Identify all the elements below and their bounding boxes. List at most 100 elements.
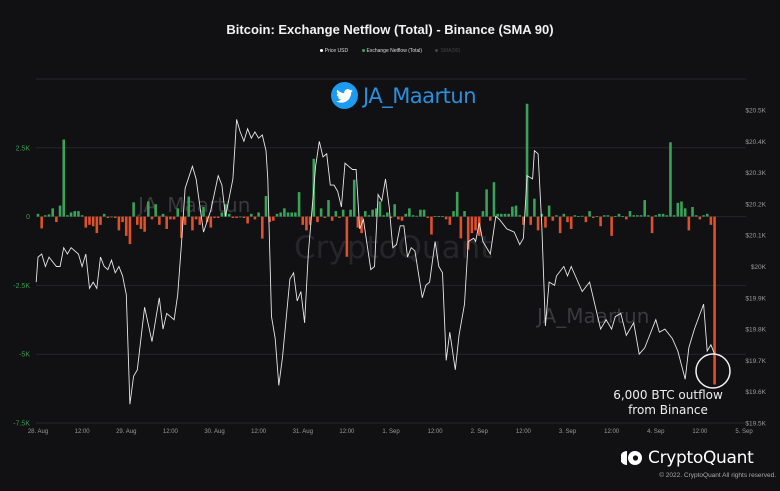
inflow-bar [47, 214, 51, 217]
outflow-bar [124, 216, 128, 236]
inflow-bar [691, 206, 694, 217]
inflow-bar [327, 200, 330, 217]
inflow-bar [540, 213, 544, 217]
inflow-bar [415, 215, 419, 217]
outflow-annotation: 6,000 BTC outflow from Binance [600, 388, 736, 418]
legend-item-netflow[interactable]: Exchange Netflow (Total) [361, 48, 422, 54]
inflow-bar [621, 216, 624, 217]
legend-item-sma[interactable]: SMA(90) [435, 48, 460, 54]
outflow-bar [121, 216, 124, 223]
inflow-bar [352, 179, 356, 217]
outflow-bar [709, 216, 713, 225]
inflow-bar [58, 205, 62, 217]
y-left-tick-label: -2.5K [13, 283, 30, 290]
annotation-line-1: 6,000 BTC outflow [613, 388, 723, 402]
outflow-bar [687, 216, 691, 231]
outflow-bar [88, 216, 91, 225]
inflow-bar [452, 211, 455, 217]
inflow-bar [588, 211, 591, 217]
outflow-bar [397, 216, 400, 220]
legend-dot-icon [319, 49, 323, 53]
inflow-bar [62, 139, 66, 217]
inflow-bar [680, 201, 683, 217]
inflow-bar [676, 202, 680, 217]
y-left-tick-label: 2.5K [16, 145, 31, 152]
inflow-bar [433, 216, 437, 217]
outflow-bar [91, 216, 95, 227]
outflow-bar [191, 216, 194, 231]
outflow-bar [231, 216, 235, 218]
x-tick-label: 1. Sep [382, 429, 400, 435]
inflow-bar [80, 215, 84, 217]
outflow-bar [466, 216, 470, 250]
outflow-bar [135, 216, 139, 225]
outflow-bar [698, 216, 702, 220]
outflow-bar [113, 216, 117, 218]
outflow-bar [139, 216, 143, 229]
cryptoquant-logo: CryptoQuant [621, 448, 754, 468]
inflow-bar [503, 213, 507, 217]
y-right-tick-label: $20.2K [745, 201, 766, 208]
outflow-bar [95, 216, 99, 234]
x-tick-label: 29. Aug [116, 429, 136, 435]
outflow-bar [713, 216, 716, 385]
y-left-tick-label: -7.5K [13, 421, 30, 428]
outflow-bar [180, 216, 183, 238]
outflow-bar [389, 216, 393, 218]
outflow-bar [117, 216, 121, 231]
inflow-bar [378, 201, 382, 217]
inflow-bar [514, 205, 518, 217]
inflow-bar [102, 213, 106, 217]
outflow-bar [551, 216, 555, 221]
x-tick-label: 12:00 [339, 429, 355, 435]
inflow-bar [672, 215, 676, 217]
inflow-bar [283, 208, 286, 217]
outflow-bar [308, 216, 312, 225]
x-tick-label: 12:00 [604, 429, 620, 435]
inflow-bar [441, 216, 444, 217]
inflow-bar [647, 215, 650, 217]
inflow-bar [73, 211, 77, 217]
outflow-bar [330, 216, 334, 221]
inflow-bar [547, 205, 551, 217]
x-tick-label: 12:00 [251, 429, 267, 435]
twitter-handle: JA_Maartun [331, 82, 477, 109]
y-right-tick-label: $20.3K [745, 170, 766, 177]
inflow-bar [393, 204, 396, 217]
inflow-bar [161, 213, 165, 217]
legend-item-price[interactable]: Price USD [319, 48, 348, 54]
outflow-bar [316, 216, 319, 223]
inflow-bar [422, 209, 426, 217]
outflow-bar [345, 216, 349, 257]
outflow-bar [444, 216, 448, 220]
outflow-bar [474, 216, 477, 231]
inflow-bar [511, 206, 514, 217]
price-line [35, 119, 716, 405]
y-right-tick-label: $19.8K [745, 327, 766, 334]
inflow-bar [51, 208, 54, 217]
inflow-bar [224, 204, 227, 217]
inflow-bar [411, 215, 415, 217]
inflow-bar [518, 215, 521, 217]
x-tick-label: 30. Aug [204, 429, 224, 435]
watermark-handle: JA_Maartun [535, 304, 649, 328]
inflow-bar [382, 215, 385, 217]
outflow-bar [569, 216, 573, 229]
y-right-tick-label: $19.9K [745, 295, 766, 302]
inflow-bar [363, 211, 367, 217]
inflow-bar [227, 213, 231, 217]
inflow-bar [176, 208, 180, 217]
annotation-line-2: from Binance [628, 403, 708, 417]
inflow-bar [386, 212, 389, 217]
outflow-bar [183, 216, 187, 225]
outflow-bar [84, 216, 88, 228]
x-tick-label: 4. Sep [647, 429, 665, 435]
chart-title: Bitcoin: Exchange Netflow (Total) - Bina… [226, 22, 554, 37]
y-right-tick-label: $20.4K [745, 139, 766, 146]
inflow-bar [492, 182, 496, 217]
outflow-bar [459, 216, 463, 239]
inflow-bar [683, 208, 687, 217]
inflow-bar [371, 209, 374, 217]
inflow-bar [632, 215, 635, 217]
